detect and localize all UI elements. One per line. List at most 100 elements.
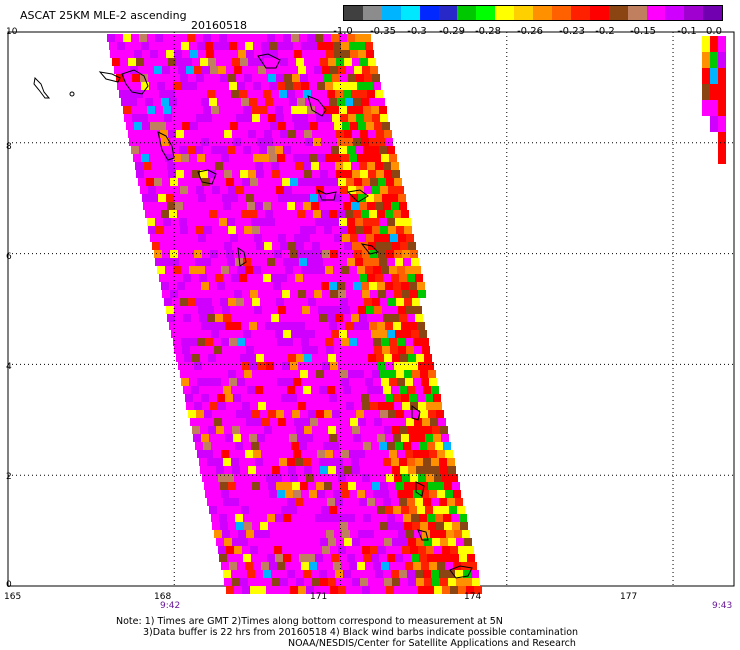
swath-cell [239,458,247,466]
swath-cell [415,458,423,466]
swath-cell [243,34,251,42]
color-scale-swatch [570,6,590,20]
swath-cell [239,90,247,98]
swath-cell [401,506,409,514]
swath-cell [290,362,298,370]
swath-cell [285,450,293,458]
swath-cell [438,530,446,538]
swath-cell [362,362,370,370]
swath-cell [351,202,359,210]
swath-cell [393,282,401,290]
swath-cell [361,394,369,402]
swath-cell [238,530,246,538]
swath-cell [281,210,289,218]
swath-cell [413,490,421,498]
swath-cell [309,82,317,90]
swath-cell [359,162,367,170]
swath-cell [380,482,388,490]
swath-cell [280,170,288,178]
swath-cell [198,234,206,242]
swath-cell [237,154,245,162]
swath-cell [181,378,189,386]
swath-cell [237,42,245,50]
swath-cell [299,442,307,450]
swath-cell [234,546,242,554]
swath-cell [285,338,293,346]
swath-cell [363,146,371,154]
swath-cell [201,434,209,442]
swath-cell [394,402,402,410]
swath-cell [171,106,179,114]
swath-cell [235,514,243,522]
swath-cell [339,330,347,338]
swath-cell [434,546,442,554]
swath-cell [320,242,328,250]
swath-cell [245,450,253,458]
swath-cell [165,42,173,50]
island-outline [69,91,75,97]
swath-cell [317,562,325,570]
swath-cell [171,218,179,226]
swath-cell [268,482,276,490]
swath-cell [405,450,413,458]
swath-cell [129,98,137,106]
swath-cell [247,458,255,466]
swath-cell [410,362,418,370]
swath-cell [472,578,480,586]
swath-cell [377,282,385,290]
swath-cell [260,226,268,234]
swath-cell [337,210,345,218]
swath-cell [411,330,419,338]
swath-cell [211,106,219,114]
swath-cell [337,394,345,402]
swath-cell [200,426,208,434]
swath-cell [376,354,384,362]
swath-cell [225,282,233,290]
swath-cell [283,514,291,522]
swath-cell [159,274,167,282]
swath-cell [381,450,389,458]
swath-cell [262,194,270,202]
swath-cell [379,554,387,562]
swath-cell [253,378,261,386]
swath-cell [295,386,303,394]
swath-cell [226,250,234,258]
swath-cell [351,498,359,506]
swath-cell [445,490,453,498]
swath-cell [126,122,134,130]
swath-cell [315,146,323,154]
swath-cell [304,354,312,362]
swath-cell [231,386,239,394]
swath-cell [246,418,254,426]
swath-cell [230,122,238,130]
swath-cell [233,98,241,106]
swath-cell [367,314,375,322]
swath-cell [149,42,157,50]
swath-cell [267,106,275,114]
swath-cell [203,442,211,450]
swath-cell [163,146,171,154]
swath-cell [180,298,188,306]
swath-cell [354,290,362,298]
swath-cell [442,546,450,554]
swath-cell [132,74,140,82]
swath-cell [318,530,326,538]
swath-cell [287,274,295,282]
swath-cell [209,282,217,290]
swath-cell [316,370,324,378]
swath-cell [166,234,174,242]
swath-cell [214,346,222,354]
swath-cell [284,410,292,418]
swath-cell [191,162,199,170]
swath-cell [336,538,344,546]
swath-cell [248,426,256,434]
swath-cell [416,426,424,434]
swath-cell [325,562,333,570]
swath-cell [231,274,239,282]
swath-cell [453,562,461,570]
swath-cell [464,538,472,546]
swath-cell [343,314,351,322]
swath-cell [221,338,229,346]
swath-cell [139,34,147,42]
swath-cell [141,154,149,162]
